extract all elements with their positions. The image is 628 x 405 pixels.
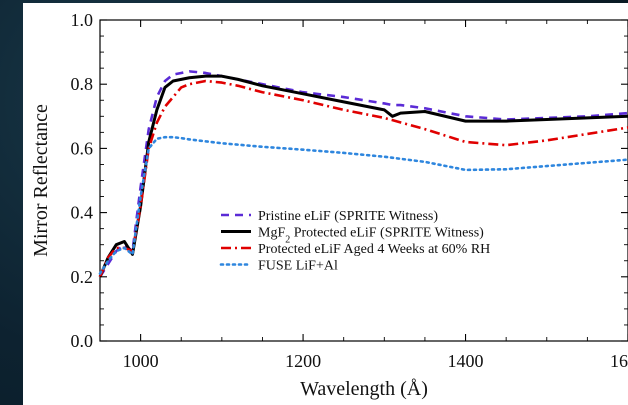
x-tick-label-2: 1200 bbox=[285, 351, 321, 371]
y-tick-label-6: 1.0 bbox=[71, 10, 94, 30]
x-axis-title: Wavelength (Å) bbox=[300, 378, 428, 400]
x-tick-label-1: 1000 bbox=[123, 351, 159, 371]
legend-label-3: Protected eLiF Aged 4 Weeks at 60% RH bbox=[258, 242, 490, 257]
y-tick-label-3: 0.4 bbox=[71, 203, 94, 223]
x-tick-label-4: 1600 bbox=[610, 351, 628, 371]
legend-label-1: Pristine eLiF (SPRITE Witness) bbox=[258, 209, 438, 224]
series-line-3 bbox=[98, 79, 628, 278]
legend-label-4: FUSE LiF+Al bbox=[258, 259, 338, 274]
y-tick-label-1: 0.0 bbox=[71, 331, 94, 351]
reflectance-chart: 1000 1200 1400 1600 0.0 0.2 0.4 0.6 0.8 1.0 Prist… bbox=[30, 10, 628, 400]
y-axis-title: Mirror Reflectance bbox=[30, 104, 52, 257]
x-tick-label-3: 1400 bbox=[448, 351, 484, 371]
y-tick-label-4: 0.6 bbox=[71, 138, 94, 158]
chart-panel: 1000 1200 1400 1600 0.0 0.2 0.4 0.6 0.8 1.0 Prist… bbox=[23, 3, 628, 405]
y-tick-label-2: 0.2 bbox=[71, 267, 94, 287]
series-line-4 bbox=[98, 135, 628, 275]
y-tick-label-5: 0.8 bbox=[71, 74, 94, 94]
legend-label-2: MgF2 Protected eLiF (SPRITE Witness) bbox=[258, 226, 484, 246]
plot-area-frame bbox=[99, 19, 628, 342]
